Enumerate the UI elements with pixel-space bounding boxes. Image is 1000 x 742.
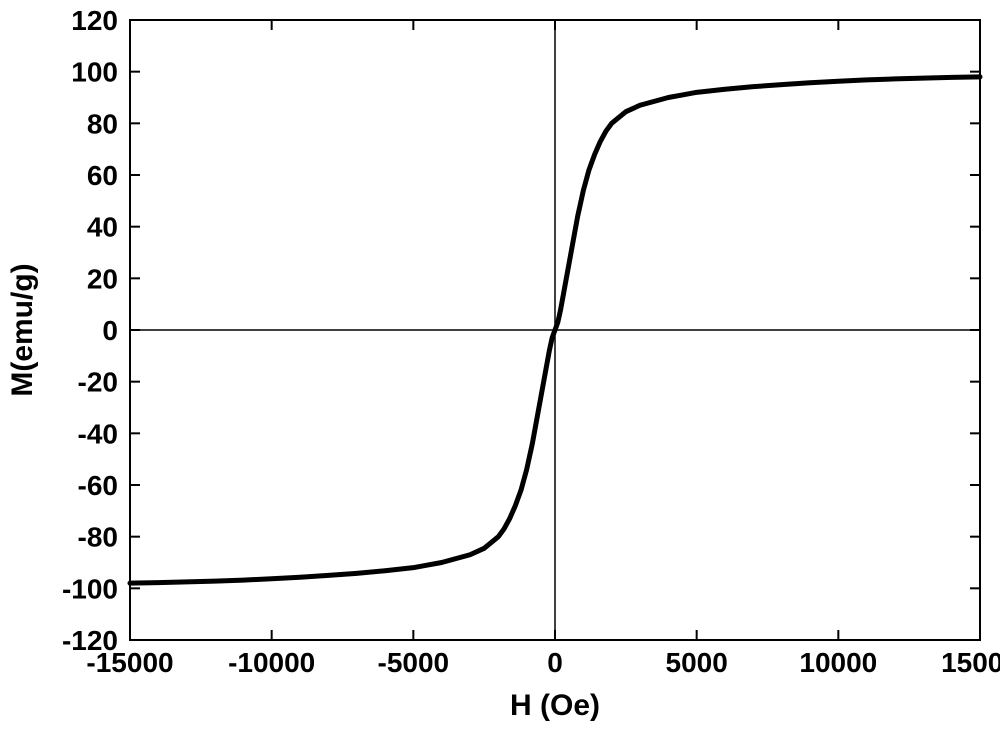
y-tick-label: 0 — [102, 315, 118, 346]
x-tick-label: -5000 — [378, 647, 450, 678]
y-tick-label: 20 — [87, 263, 118, 294]
y-tick-label: -40 — [78, 418, 118, 449]
y-axis-label: M(emu/g) — [6, 263, 39, 396]
y-tick-label: 40 — [87, 212, 118, 243]
x-axis-label: H (Oe) — [510, 689, 600, 722]
x-tick-label: 0 — [547, 647, 563, 678]
y-tick-label: -20 — [78, 367, 118, 398]
y-tick-label: -80 — [78, 522, 118, 553]
y-tick-label: -60 — [78, 470, 118, 501]
x-tick-label: 10000 — [799, 647, 877, 678]
y-tick-label: -120 — [62, 625, 118, 656]
y-tick-label: 60 — [87, 160, 118, 191]
magnetization-chart: -15000-10000-5000050001000015000-120-100… — [0, 0, 1000, 742]
x-tick-label: 5000 — [666, 647, 728, 678]
chart-svg: -15000-10000-5000050001000015000-120-100… — [0, 0, 1000, 742]
x-tick-label: -10000 — [228, 647, 315, 678]
x-tick-label: 15000 — [941, 647, 1000, 678]
y-tick-label: -100 — [62, 573, 118, 604]
y-tick-label: 120 — [71, 5, 118, 36]
y-tick-label: 100 — [71, 57, 118, 88]
y-tick-label: 80 — [87, 108, 118, 139]
